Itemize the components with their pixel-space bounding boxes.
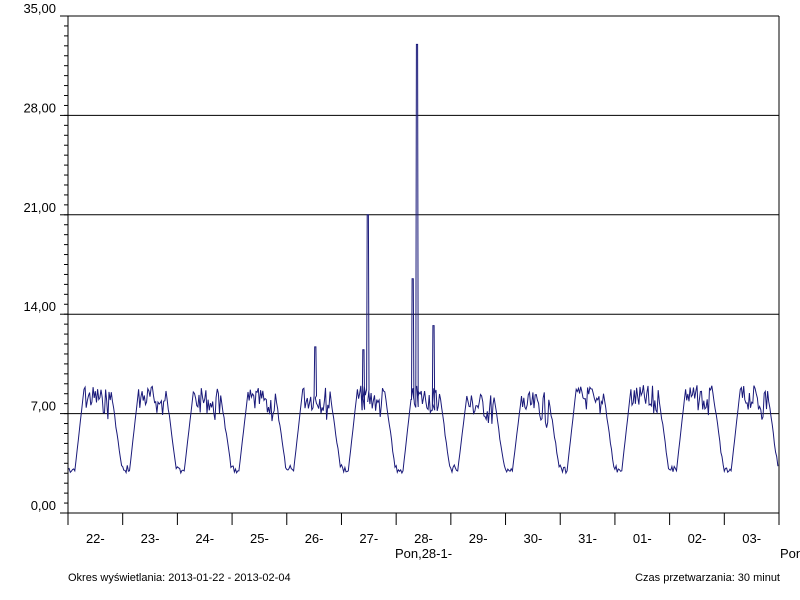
x-tick-label: 03- bbox=[742, 531, 761, 546]
x-tick-label: 29- bbox=[469, 531, 488, 546]
x-tick-label: 27- bbox=[359, 531, 378, 546]
x-tick-label: 23- bbox=[141, 531, 160, 546]
x-tick-label: 22- bbox=[86, 531, 105, 546]
grid bbox=[68, 15, 779, 415]
x-marker-label: Pon,28-1- bbox=[395, 546, 452, 561]
x-tick-label: 26- bbox=[305, 531, 324, 546]
y-axis-labels: 0,00 7,00 14,00 21,00 28,00 35,00 bbox=[23, 1, 56, 513]
x-tick-label: 02- bbox=[688, 531, 707, 546]
x-tick-label: 01- bbox=[633, 531, 652, 546]
display-period-label: Okres wyświetlania: 2013-01-22 - 2013-02… bbox=[68, 572, 291, 584]
y-tick-label: 35,00 bbox=[23, 1, 56, 16]
axes bbox=[60, 15, 780, 525]
series-line bbox=[67, 43, 779, 475]
processing-time-label: Czas przetwarzania: 30 minut bbox=[635, 572, 780, 584]
x-tick-label: 28- bbox=[414, 531, 433, 546]
y-tick-label: 7,00 bbox=[31, 399, 56, 414]
y-tick-label: 21,00 bbox=[23, 200, 56, 215]
y-tick-label: 0,00 bbox=[31, 498, 56, 513]
series-path bbox=[67, 43, 779, 475]
x-tick-label: 30- bbox=[523, 531, 542, 546]
y-tick-label: 14,00 bbox=[23, 299, 56, 314]
x-tick-label: 31- bbox=[578, 531, 597, 546]
x-tick-label: 25- bbox=[250, 531, 269, 546]
x-axis-labels: 22- 23- 24- 25- 26- 27- 28- 29- 30- 31- 01- 02- 03- P… bbox=[86, 531, 800, 561]
x-edge-label: Pon bbox=[780, 546, 800, 561]
x-tick-label: 24- bbox=[195, 531, 214, 546]
y-tick-label: 28,00 bbox=[23, 100, 56, 115]
